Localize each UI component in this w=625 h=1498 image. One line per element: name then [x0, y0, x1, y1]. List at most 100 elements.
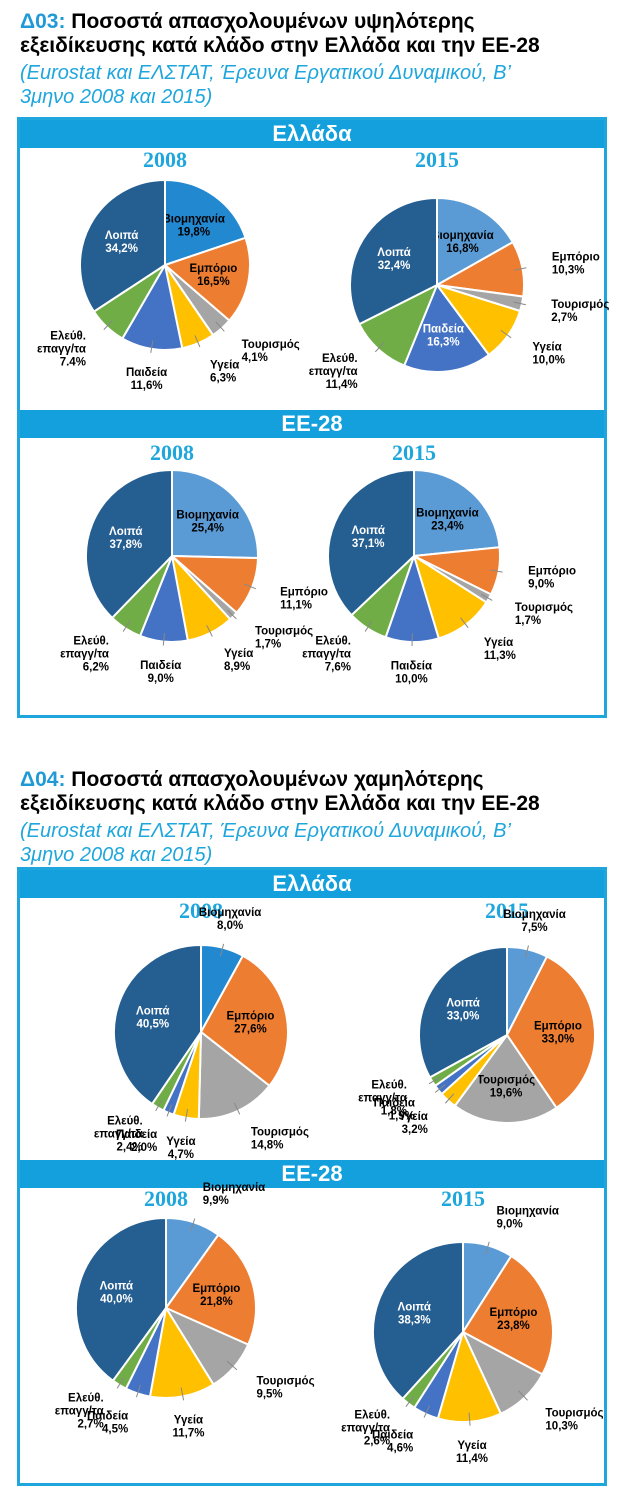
pie-label-tourism: Τουρισμός 1,7%	[255, 626, 313, 651]
pie-leader-line	[227, 609, 237, 620]
figure-1-title-line1: Ποσοστά απασχολουμένων υψηλότερης	[71, 10, 475, 33]
pie-label-commerce: Εμπόριο 16,5%	[189, 263, 237, 288]
pie-leader-line	[500, 329, 512, 339]
pie-slice-industry	[171, 468, 259, 560]
pie-label-health: Υγεία 6,3%	[210, 359, 239, 384]
figure-2-title-line2: εξειδίκευσης κατά κλάδο στην Ελλάδα και …	[20, 792, 540, 815]
figure-1-band-eu28: ΕΕ-28	[20, 410, 604, 438]
pie-label-tourism: Τουρισμός 19,6%	[477, 1075, 535, 1100]
pie-leader-line	[215, 321, 225, 332]
pie-leader-line	[374, 342, 385, 353]
pie-year-title: 2015	[415, 147, 459, 172]
pie-label-other: Λοιπά 32,4%	[377, 247, 410, 272]
pie-label-education: Παιδεία 4,5%	[87, 1410, 128, 1435]
pie-slice-commerce	[163, 236, 251, 322]
pie-year-title: 2008	[143, 147, 187, 172]
pie-label-education: Παιδεία 11,6%	[126, 367, 167, 392]
pie-slice-industry	[413, 468, 501, 558]
pie-year-title: 2008	[144, 1186, 188, 1211]
pie-label-other: Λοιπά 37,1%	[351, 525, 384, 550]
pie-leader-line	[518, 1390, 528, 1401]
pie-label-industry: Βιομηχανία 16,8%	[431, 230, 494, 255]
figure-2-title: Δ04: Ποσοστά απασχολουμένων χαμηλότερης …	[20, 768, 620, 816]
pie-slice-other	[112, 943, 202, 1106]
pie-label-education: Παιδεία 10,0%	[391, 660, 432, 685]
figure-1-source: (Eurostat και ΕΛΣΤΑΤ, Έρευνα Εργατικού Δ…	[20, 61, 620, 109]
pie-slice-commerce	[505, 955, 596, 1110]
pie-label-commerce: Εμπόριο 9,0%	[528, 565, 576, 590]
figure-1-source-line1: (Eurostat και ΕΛΣΤΑΤ, Έρευνα Εργατικού Δ…	[20, 62, 511, 84]
pie-label-commerce: Εμπόριο 21,8%	[192, 1283, 240, 1308]
pie-slice-other	[85, 468, 173, 620]
pie-label-other: Λοιπά 40,0%	[100, 1280, 133, 1305]
pie-leader-line	[460, 617, 469, 629]
pie-leader-line	[468, 1412, 471, 1426]
pie-label-tourism: Τουρισμός 14,8%	[251, 1126, 309, 1151]
pie-leader-line	[485, 1241, 490, 1255]
pie-slice-other	[327, 468, 415, 617]
pie-slice-commerce	[461, 1254, 554, 1376]
pie-label-health: Υγεία 11,4%	[456, 1440, 488, 1465]
pie-label-industry: Βιομηχανία 19,8%	[162, 213, 225, 238]
pie-label-education: Παιδεία 16,3%	[423, 324, 464, 349]
figure-2-band-greece: Ελλάδα	[20, 870, 604, 898]
pie-label-other: Λοιπά 33,0%	[446, 998, 479, 1023]
pie-label-commerce: Εμπόριο 33,0%	[534, 1020, 582, 1045]
pie-leader-line	[122, 620, 131, 632]
pie-label-other: Λοιπά 34,2%	[105, 230, 138, 255]
pie-label-education: Παιδεία 2,0%	[116, 1129, 157, 1154]
pie-label-freelance: Ελεύθ. επαγγ/τα 1,8%	[358, 1080, 407, 1118]
pie-leader-line	[405, 1396, 415, 1407]
pie-label-tourism: Τουρισμός 10,3%	[545, 1408, 603, 1433]
pie-slice-other	[79, 178, 166, 313]
pie-slice-commerce	[199, 954, 289, 1088]
pie-leader-line	[155, 1099, 163, 1112]
pie-label-freelance: Ελεύθ. επαγγ/τα 2,4%	[94, 1115, 143, 1153]
figure-1-code: Δ03:	[20, 10, 66, 33]
pie-year-title: 2008	[150, 440, 194, 465]
figure-2-code: Δ04:	[20, 768, 66, 791]
pie-leader-line	[423, 1405, 430, 1418]
pie-leader-line	[226, 1360, 238, 1371]
pie-year-title: 2015	[485, 898, 529, 923]
pie-slice-education	[402, 282, 491, 373]
pie-label-health: Υγεία 11,7%	[172, 1414, 204, 1439]
pie-leader-line	[444, 1093, 455, 1104]
figure-1-frame	[17, 117, 607, 718]
pie-label-tourism: Τουρισμός 4,1%	[242, 339, 300, 364]
pie-label-industry: Βιομηχανία 9,0%	[496, 1205, 559, 1230]
pie-slice-other	[75, 1216, 167, 1383]
pie-slice-other	[372, 1240, 464, 1401]
pie-label-tourism: Τουρισμός 2,7%	[551, 299, 609, 324]
figure-1-title: Δ03: Ποσοστά απασχολουμένων υψηλότερης ε…	[20, 10, 620, 58]
pie-label-tourism: Τουρισμός 1,7%	[515, 602, 573, 627]
pie-leader-line	[150, 340, 154, 353]
pie-leader-line	[490, 569, 503, 573]
pie-leader-line	[525, 945, 529, 959]
figure-2-source-line1: (Eurostat και ΕΛΣΤΑΤ, Έρευνα Εργατικού Δ…	[20, 820, 511, 842]
pie-leader-line	[513, 301, 526, 306]
pie-label-commerce: Εμπόριο 11,1%	[280, 587, 328, 612]
pie-leader-line	[166, 1104, 173, 1117]
pie-label-education: Παιδεία 9,0%	[140, 660, 181, 685]
pie-leader-line	[513, 267, 527, 271]
pie-label-freelance: Ελεύθ. επαγγ/τα 11,4%	[309, 353, 358, 391]
pie-year-title: 2015	[441, 1186, 485, 1211]
pie-year-title: 2015	[392, 440, 436, 465]
pie-label-other: Λοιπά 37,8%	[109, 526, 142, 551]
pie-label-industry: Βιομηχανία 9,9%	[203, 1182, 266, 1207]
pie-label-industry: Βιομηχανία 25,4%	[176, 510, 239, 535]
pie-leader-line	[434, 1084, 446, 1093]
pie-slice-tourism	[453, 1033, 558, 1124]
figure-2-source-line2: 3μηνο 2008 και 2015)	[20, 844, 213, 866]
pie-leader-line	[116, 1376, 125, 1389]
pie-leader-line	[184, 1109, 189, 1122]
pie-label-freelance: Ελεύθ. επαγγ/τα 6,2%	[60, 635, 109, 673]
figure-1-title-line2: εξειδίκευσης κατά κλάδο στην Ελλάδα και …	[20, 34, 540, 57]
pie-label-education: Παιδεία 4,6%	[372, 1430, 413, 1455]
